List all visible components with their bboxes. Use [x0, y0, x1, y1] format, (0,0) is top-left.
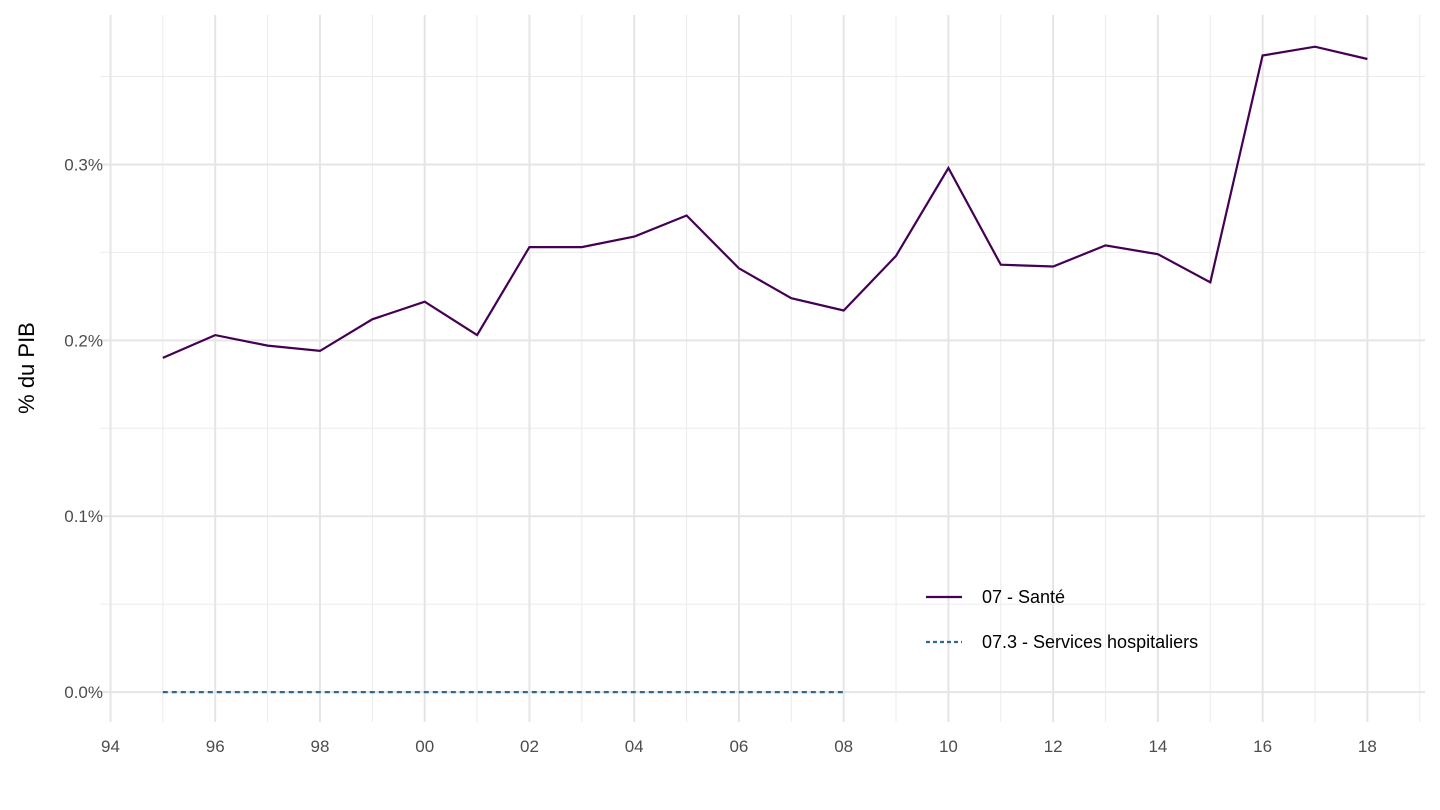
x-tick-label: 02	[520, 737, 539, 756]
x-tick-label: 14	[1148, 737, 1167, 756]
y-tick-label: 0.0%	[64, 683, 103, 702]
y-tick-label: 0.1%	[64, 507, 103, 526]
legend-label: 07.3 - Services hospitaliers	[982, 632, 1198, 652]
legend-label: 07 - Santé	[982, 587, 1065, 607]
x-tick-label: 94	[101, 737, 120, 756]
y-tick-label: 0.2%	[64, 331, 103, 350]
y-tick-label: 0.3%	[64, 155, 103, 174]
x-tick-label: 18	[1358, 737, 1377, 756]
legend: 07 - Santé 07.3 - Services hospitaliers	[926, 587, 1198, 652]
x-tick-label: 08	[834, 737, 853, 756]
series-lines	[162, 45, 1368, 694]
x-tick-label: 06	[729, 737, 748, 756]
x-tick-label: 12	[1044, 737, 1063, 756]
x-tick-label: 10	[939, 737, 958, 756]
y-axis: 0.0% 0.1% 0.2% 0.3%	[64, 155, 103, 702]
x-tick-label: 16	[1253, 737, 1272, 756]
x-tick-label: 04	[625, 737, 644, 756]
x-tick-label: 00	[415, 737, 434, 756]
x-tick-label: 98	[310, 737, 329, 756]
x-tick-label: 96	[206, 737, 225, 756]
series-line	[162, 45, 1368, 359]
y-axis-label: % du PIB	[14, 322, 39, 414]
grid	[100, 15, 1425, 722]
x-axis: 94 96 98 00 02 04 06 08 10 12 14 16 18	[101, 737, 1377, 756]
